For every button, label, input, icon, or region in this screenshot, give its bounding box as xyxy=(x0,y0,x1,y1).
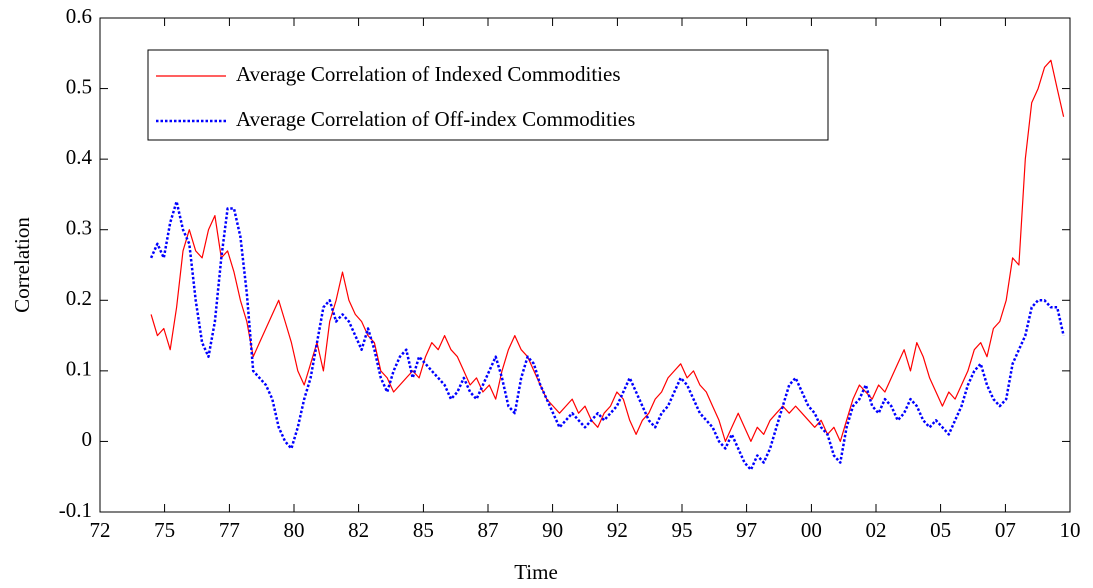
x-tick-label: 85 xyxy=(413,518,434,542)
legend-label: Average Correlation of Off-index Commodi… xyxy=(236,107,635,131)
x-tick-label: 10 xyxy=(1060,518,1081,542)
x-tick-label: 80 xyxy=(284,518,305,542)
y-tick-label: -0.1 xyxy=(59,498,92,522)
y-tick-label: 0 xyxy=(82,427,93,451)
legend-label: Average Correlation of Indexed Commoditi… xyxy=(236,62,621,86)
x-tick-label: 90 xyxy=(542,518,563,542)
x-tick-label: 75 xyxy=(154,518,175,542)
y-tick-label: 0.4 xyxy=(66,145,93,169)
x-tick-label: 00 xyxy=(801,518,822,542)
legend-box xyxy=(147,49,829,141)
series-line xyxy=(149,200,1065,471)
plot-area xyxy=(99,17,1071,513)
x-tick-label: 72 xyxy=(90,518,111,542)
series-line xyxy=(150,59,1065,442)
x-tick-label: 07 xyxy=(995,518,1016,542)
x-axis-label: Time xyxy=(514,560,558,584)
x-tick-label: 05 xyxy=(930,518,951,542)
y-tick-label: 0.3 xyxy=(66,216,92,240)
x-tick-label: 87 xyxy=(478,518,499,542)
x-tick-label: 77 xyxy=(219,518,240,542)
x-tick-label: 92 xyxy=(607,518,628,542)
x-tick-label: 02 xyxy=(866,518,887,542)
y-tick-label: 0.1 xyxy=(66,357,92,381)
y-tick-label: 0.2 xyxy=(66,286,92,310)
x-tick-label: 82 xyxy=(348,518,369,542)
y-tick-label: 0.6 xyxy=(66,4,92,28)
x-tick-label: 95 xyxy=(672,518,693,542)
x-tick-label: 97 xyxy=(736,518,757,542)
y-axis-label: Correlation xyxy=(10,217,34,313)
y-tick-label: 0.5 xyxy=(66,74,92,98)
